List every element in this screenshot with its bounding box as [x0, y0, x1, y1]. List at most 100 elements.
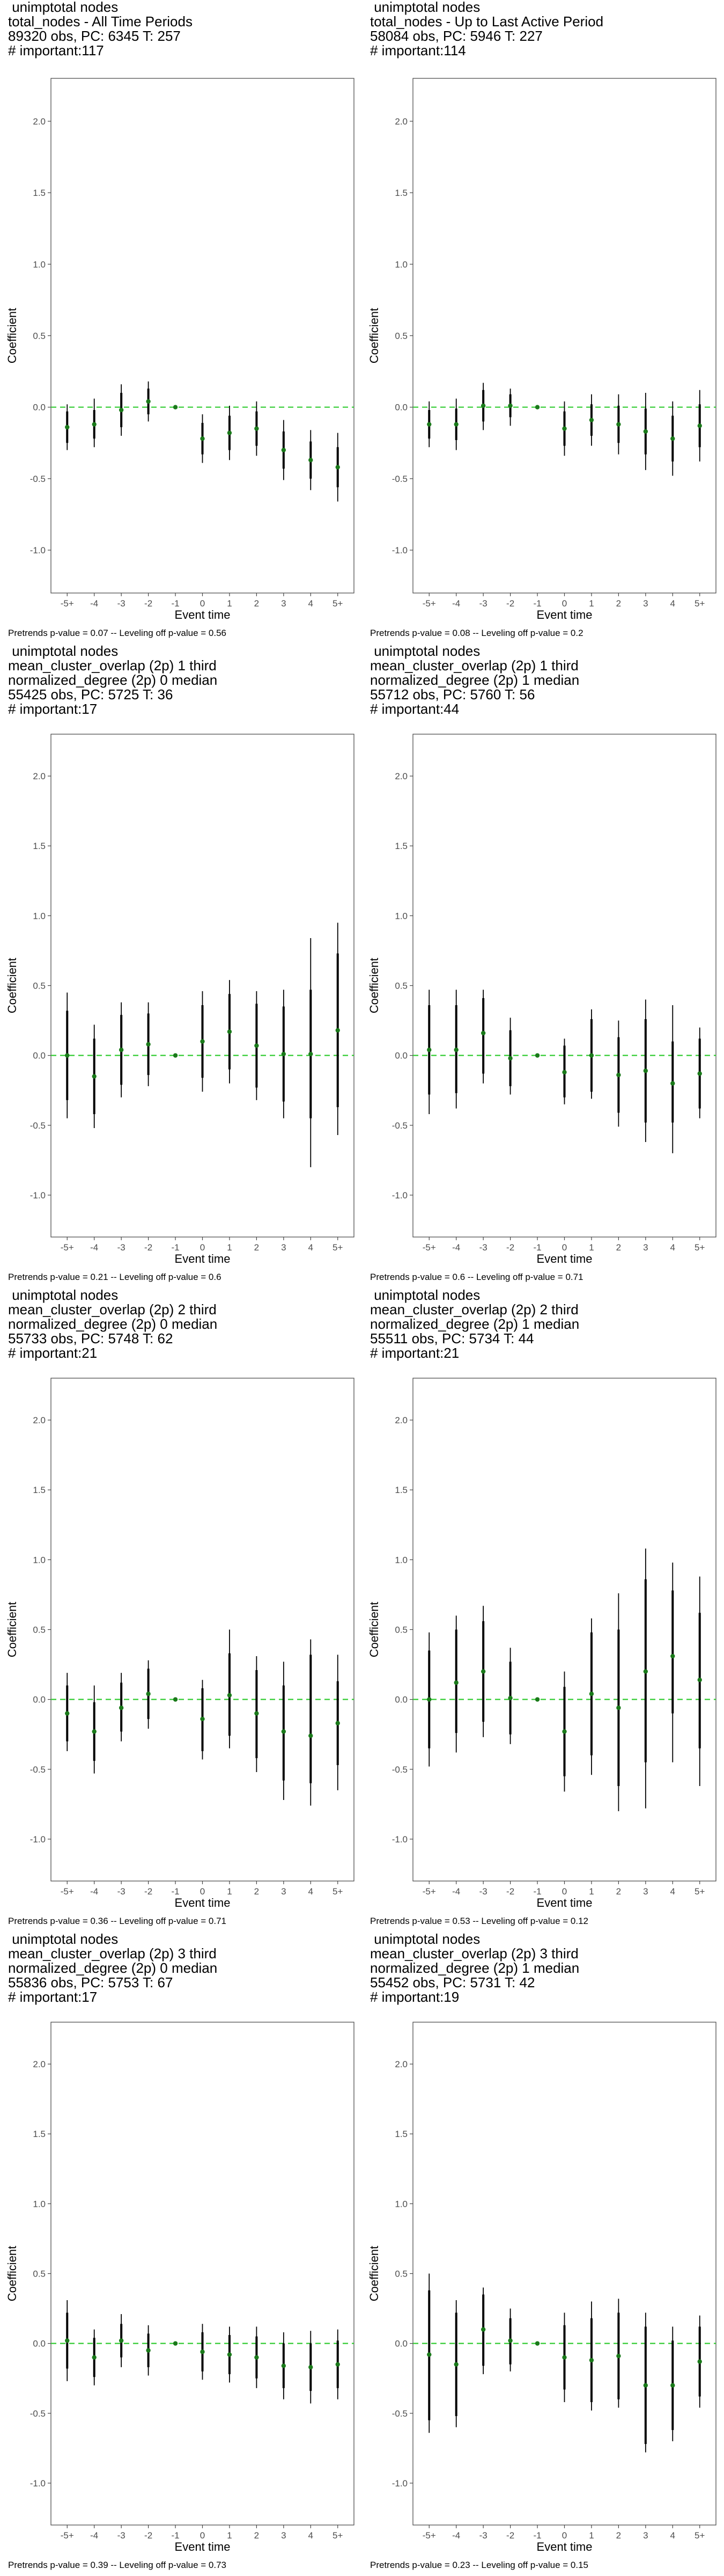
x-tick-label: 1: [589, 1242, 594, 1253]
y-tick-label: -0.5: [30, 1121, 46, 1131]
estimate-point: [92, 1729, 97, 1734]
pvalue-footnote: Pretrends p-value = 0.36 -- Leveling off…: [8, 1916, 226, 1926]
estimate-point: [535, 1053, 540, 1058]
estimate-point: [670, 2383, 675, 2388]
x-tick-label: -1: [533, 2530, 541, 2541]
x-tick-label: -1: [171, 2530, 179, 2541]
x-tick-label: -4: [452, 1886, 460, 1897]
y-tick-label: 2.0: [33, 2059, 46, 2069]
chart-title-line: total_nodes - Up to Last Active Period: [370, 13, 604, 30]
x-tick-label: 0: [200, 598, 205, 609]
y-tick-label: 1.0: [395, 2199, 408, 2209]
estimate-point: [508, 1695, 513, 1701]
x-tick-label: -4: [90, 2530, 98, 2541]
x-tick-label: 1: [227, 598, 232, 609]
chart-title-line: unimptotal nodes: [370, 0, 481, 15]
y-tick-label: 0.5: [33, 1625, 46, 1635]
estimate-point: [227, 2352, 232, 2357]
x-tick-label: 1: [589, 1886, 594, 1897]
x-tick-label: -2: [506, 1886, 514, 1897]
chart-title-line: normalized_degree (2p) 0 median: [8, 672, 218, 688]
estimate-point: [308, 1733, 313, 1738]
plot-frame: [412, 2022, 716, 2526]
y-tick-label: -1.0: [30, 1190, 46, 1201]
estimate-point: [454, 1680, 459, 1685]
y-tick-label: 2.0: [33, 116, 46, 127]
estimate-point: [308, 1051, 313, 1057]
x-tick-label: 4: [670, 2530, 675, 2541]
estimate-point: [119, 1706, 124, 1710]
estimate-point: [562, 2355, 567, 2360]
estimate-point: [92, 422, 97, 427]
chart-title: unimptotal nodes mean_cluster_overlap (2p…: [370, 1288, 579, 1360]
chart-title-line: normalized_degree (2p) 0 median: [8, 1960, 218, 1976]
chart-title-line: 55733 obs, PC: 5748 T: 62: [8, 1330, 173, 1346]
chart-panel: unimptotal nodes mean_cluster_overlap (2p…: [0, 644, 362, 1288]
estimate-point: [616, 2353, 621, 2359]
y-tick-label: 0.0: [395, 2339, 408, 2349]
y-tick-label: 1.5: [33, 1485, 46, 1495]
y-tick-label: 0.5: [33, 981, 46, 991]
chart-title-line: 55712 obs, PC: 5760 T: 56: [370, 686, 535, 702]
estimate-point: [119, 407, 124, 413]
y-tick-label: -0.5: [392, 2409, 408, 2419]
estimate-point: [454, 422, 459, 427]
y-axis-label: Coefficient: [5, 1602, 19, 1658]
pvalue-footnote: Pretrends p-value = 0.53 -- Leveling off…: [370, 1916, 588, 1926]
y-tick-label: 1.5: [33, 2129, 46, 2139]
x-tick-label: 3: [281, 1242, 286, 1253]
x-tick-label: -3: [117, 2530, 125, 2541]
estimate-point: [281, 2363, 286, 2368]
chart-title-line: normalized_degree (2p) 1 median: [370, 672, 580, 688]
x-tick-label: 3: [643, 598, 648, 609]
estimate-point: [200, 436, 205, 441]
chart-title-line: # important:21: [8, 1345, 98, 1361]
estimate-point: [92, 1074, 97, 1079]
estimate-point: [254, 1043, 259, 1048]
estimate-point: [562, 1070, 567, 1075]
y-tick-label: 0.0: [395, 1695, 408, 1705]
y-tick-label: -1.0: [392, 545, 408, 555]
chart-panel: unimptotal nodes mean_cluster_overlap (2p…: [362, 644, 724, 1288]
estimate-point: [589, 1692, 594, 1696]
chart-panel: unimptotal nodes mean_cluster_overlap (2p…: [362, 1288, 724, 1932]
y-tick-label: 0.0: [33, 1695, 46, 1705]
estimate-point: [589, 418, 594, 422]
x-tick-label: 3: [281, 2530, 286, 2541]
x-tick-label: -2: [506, 598, 514, 609]
y-tick-label: -0.5: [30, 1765, 46, 1775]
chart-title: unimptotal nodes mean_cluster_overlap (2p…: [370, 644, 579, 716]
x-tick-label: 5+: [695, 2530, 705, 2541]
y-tick-label: -1.0: [392, 1834, 408, 1845]
x-tick-label: 0: [200, 1886, 205, 1897]
estimate-point: [119, 1048, 124, 1052]
x-tick-label: 3: [281, 598, 286, 609]
x-axis-label: Event time: [175, 2540, 231, 2553]
x-tick-label: 2: [254, 1242, 259, 1253]
estimate-point: [146, 1042, 151, 1047]
x-tick-label: -3: [117, 598, 125, 609]
x-tick-label: 0: [562, 1242, 567, 1253]
chart-title-line: normalized_degree (2p) 1 median: [370, 1316, 580, 1332]
estimate-point: [670, 1653, 675, 1659]
estimate-point: [427, 1048, 432, 1052]
y-tick-label: -1.0: [392, 2478, 408, 2489]
y-tick-label: 1.0: [395, 1555, 408, 1565]
y-tick-label: 0.0: [33, 2339, 46, 2349]
chart-title: unimptotal nodes mean_cluster_overlap (2p…: [8, 644, 217, 716]
y-axis-label: Coefficient: [5, 308, 19, 364]
estimate-point: [92, 2355, 97, 2360]
x-tick-label: 2: [254, 598, 259, 609]
y-tick-label: -0.5: [30, 474, 46, 484]
y-tick-label: -0.5: [30, 2409, 46, 2419]
coefficient-plot: -1.0 -0.5 0.0 0.5 1.0 1.5 2.0 -5+ -4 -3 -2 -1 0 1 2 3 4 5…: [367, 734, 716, 1265]
x-tick-label: 3: [281, 1886, 286, 1897]
chart-title-line: # important:114: [370, 42, 466, 58]
estimate-point: [643, 2383, 648, 2388]
estimate-point: [146, 2348, 151, 2353]
x-tick-label: 3: [643, 1886, 648, 1897]
chart-title-line: normalized_degree (2p) 0 median: [8, 1316, 218, 1332]
y-tick-label: 1.5: [395, 2129, 408, 2139]
coefficient-plot: -1.0 -0.5 0.0 0.5 1.0 1.5 2.0 -5+ -4 -3 -2 -1 0 1 2 3 4 5…: [5, 78, 354, 621]
y-tick-label: 2.0: [395, 2059, 408, 2069]
